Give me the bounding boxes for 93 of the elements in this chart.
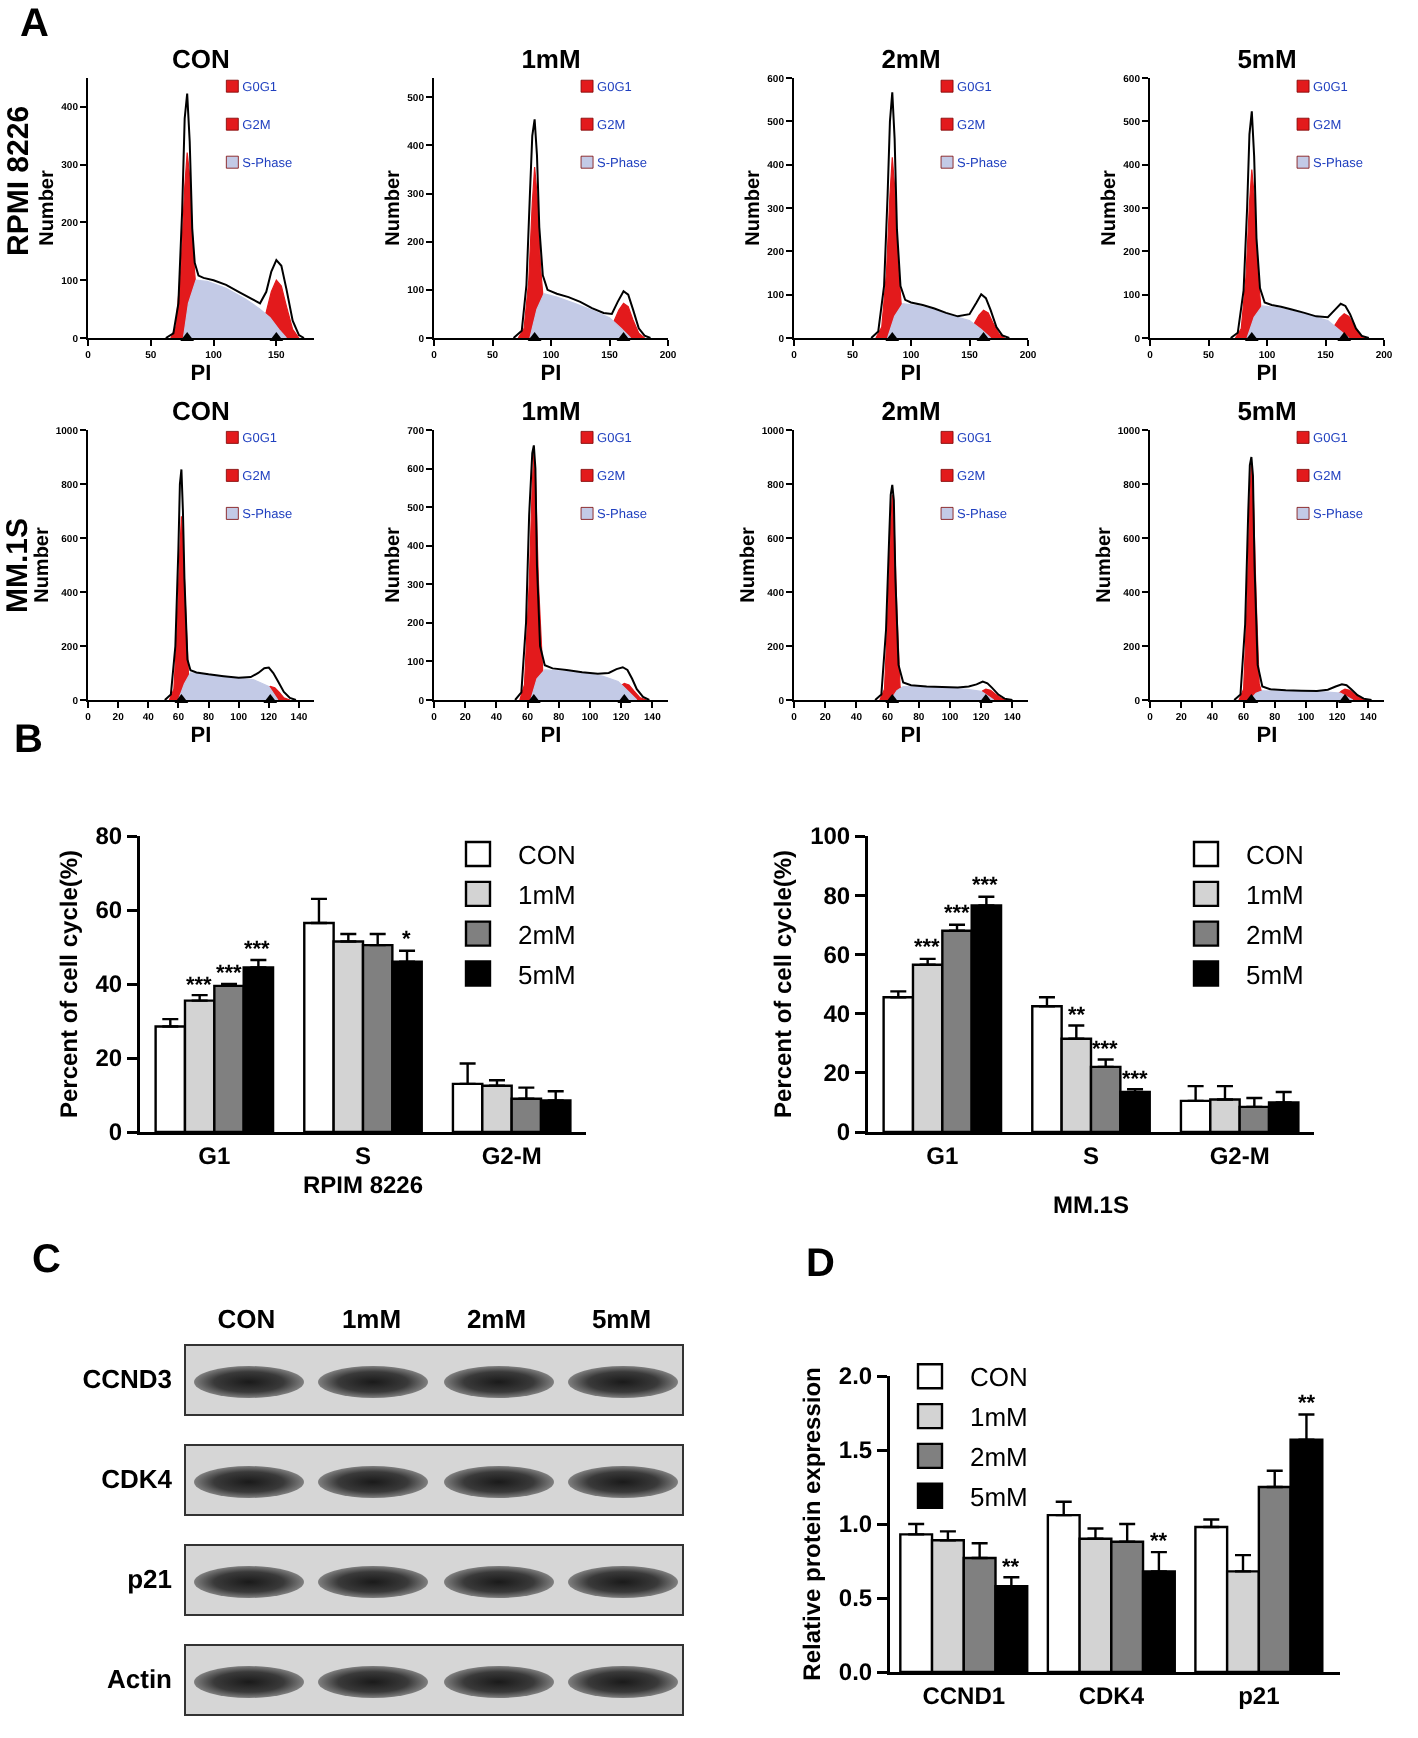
chart-title: 5mM — [1237, 396, 1297, 426]
data-label: *** — [216, 962, 244, 986]
x-axis-title: PI — [1256, 362, 1278, 387]
y-tick-label: 80 — [95, 822, 123, 851]
y-axis-title: Number — [383, 170, 406, 246]
x-tick-label: p21 — [1238, 1681, 1281, 1710]
category-label: CDK4 — [101, 1464, 172, 1494]
legend-label: 2mM — [970, 1442, 1028, 1473]
category-label: CON — [215, 1304, 278, 1334]
x-axis-title: PI — [190, 724, 212, 749]
category-label: p21 — [127, 1564, 172, 1594]
data-label: *** — [186, 974, 214, 998]
legend-label: CON — [1246, 840, 1304, 871]
legend-label: CON — [970, 1362, 1028, 1393]
legend-label: 2mM — [518, 919, 576, 950]
category-label: CCND3 — [82, 1364, 172, 1394]
text: C — [32, 1238, 61, 1282]
x-tick-label: G1 — [926, 1141, 959, 1170]
category-label: 5mM — [589, 1304, 654, 1334]
y-tick-label: 60 — [95, 896, 123, 925]
y-tick-label: 0 — [108, 1118, 123, 1147]
x-tick-label: G1 — [198, 1141, 231, 1170]
x-axis-title: PI — [190, 362, 212, 387]
x-axis-title: PI — [900, 724, 922, 749]
legend-label: 1mM — [970, 1402, 1028, 1433]
y-axis-title: Percent of cell cycle(%) — [769, 849, 798, 1119]
y-axis-title: Number — [1099, 170, 1122, 246]
text: A — [20, 2, 49, 46]
x-axis-title: PI — [1256, 724, 1278, 749]
y-tick-label: 0.5 — [838, 1584, 873, 1613]
text: RPMI 8226 — [2, 105, 36, 256]
y-axis-title: Number — [743, 170, 766, 246]
x-axis-title: PI — [540, 362, 562, 387]
chart-title: 5mM — [1237, 44, 1297, 74]
data-label: *** — [944, 902, 972, 926]
y-axis-title: Relative protein expression — [797, 1367, 826, 1681]
x-axis-title: PI — [540, 724, 562, 749]
y-tick-label: 20 — [823, 1059, 851, 1088]
x-tick-label: G2-M — [481, 1141, 542, 1170]
y-tick-label: 100 — [810, 822, 851, 851]
text: B — [14, 718, 43, 762]
x-axis-title: RPIM 8226 — [302, 1171, 424, 1200]
y-tick-label: 20 — [95, 1044, 123, 1073]
data-label: *** — [244, 938, 272, 962]
data-label: *** — [972, 874, 1000, 898]
data-label: *** — [1122, 1068, 1150, 1092]
x-axis-title: PI — [900, 362, 922, 387]
y-tick-label: 2.0 — [838, 1362, 873, 1391]
category-label: 2mM — [464, 1304, 529, 1334]
y-axis-title: Number — [37, 170, 60, 246]
x-axis-title: MM.1S — [1052, 1191, 1130, 1220]
data-label: * — [402, 928, 412, 952]
legend-label: 5mM — [518, 959, 576, 990]
chart-title: 1mM — [521, 396, 581, 426]
y-tick-label: 60 — [823, 940, 851, 969]
legend-label: CON — [518, 840, 576, 871]
chart-title: CON — [172, 396, 230, 426]
data-label: *** — [914, 936, 942, 960]
y-axis-title: Number — [383, 527, 406, 603]
data-label: ** — [1002, 1556, 1021, 1580]
legend-label: 1mM — [1246, 880, 1304, 910]
x-tick-label: S — [354, 1141, 372, 1170]
category-label: Actin — [107, 1664, 172, 1694]
x-tick-label: CCND1 — [922, 1681, 1006, 1710]
y-axis-title: Number — [737, 527, 760, 603]
text: MM.1S — [1, 517, 35, 613]
y-tick-label: 80 — [823, 881, 851, 910]
y-tick-label: 0.0 — [838, 1658, 873, 1687]
y-axis-title: Number — [31, 527, 54, 603]
legend-label: 2mM — [1246, 919, 1304, 950]
data-label: ** — [1298, 1392, 1317, 1416]
y-tick-label: 40 — [823, 1000, 851, 1028]
chart-title: 1mM — [521, 44, 581, 74]
x-tick-label: G2-M — [1209, 1141, 1270, 1170]
legend-label: 5mM — [970, 1481, 1028, 1512]
y-tick-label: 0 — [836, 1118, 851, 1147]
y-axis-title: Percent of cell cycle(%) — [54, 849, 83, 1119]
data-label: ** — [1150, 1530, 1169, 1554]
x-tick-label: CDK4 — [1078, 1681, 1145, 1710]
chart-title: CON — [172, 44, 230, 74]
y-axis-title: Number — [1093, 527, 1116, 603]
chart-title: 2mM — [881, 396, 941, 426]
data-label: *** — [1092, 1038, 1120, 1062]
text: D — [806, 1242, 835, 1286]
y-tick-label: 1.5 — [838, 1436, 873, 1465]
chart-title: 2mM — [881, 44, 941, 74]
x-tick-label: S — [1082, 1141, 1100, 1170]
category-label: 1mM — [339, 1304, 404, 1334]
legend-label: 5mM — [1246, 959, 1304, 990]
legend-label: 1mM — [518, 880, 576, 910]
y-tick-label: 1.0 — [838, 1510, 873, 1539]
data-label: ** — [1068, 1004, 1087, 1028]
y-tick-label: 40 — [95, 970, 123, 999]
